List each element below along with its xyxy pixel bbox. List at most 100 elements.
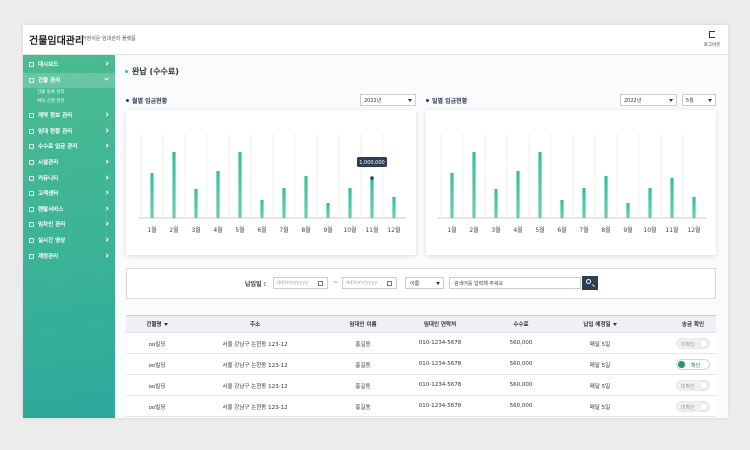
menu-item[interactable]: 커뮤니티 — [23, 171, 115, 186]
bar — [516, 171, 520, 218]
menu-chevron — [104, 143, 109, 149]
bar — [260, 200, 264, 218]
logout-button[interactable]: 로그아웃 — [700, 29, 724, 51]
menu-item[interactable]: 건물 관리 — [23, 72, 115, 88]
chart-dot — [426, 99, 429, 102]
table-row — [126, 375, 716, 396]
select[interactable]: 2022년 — [360, 94, 416, 106]
toggle-knob — [678, 361, 685, 368]
column-header: 임대인 이름 — [323, 320, 403, 328]
toggle-knob — [700, 340, 707, 347]
search-panel: 납입일 : dd/mm/yyyy ~ dd/mm/yyyy 이름 검색어를 입력해 주세요 — [126, 268, 716, 299]
select-label: 2022년 — [364, 98, 382, 104]
submenu-item[interactable]: 위탁 신청 관리 — [37, 99, 65, 105]
x-tick-label: 8월 — [301, 226, 310, 234]
menu-label: 임대 현황 관리 — [38, 128, 73, 135]
x-tick-label: 5월 — [535, 226, 544, 234]
bar — [150, 173, 154, 218]
menu-chevron — [104, 159, 109, 164]
menu-label: 렌탈서비스 — [38, 206, 64, 213]
select[interactable]: 5월 — [682, 94, 716, 106]
search-button[interactable] — [582, 276, 598, 290]
confirm-toggle[interactable]: 미확인 — [676, 401, 710, 412]
menu-label: 수수료 입금 관리 — [38, 144, 78, 151]
table-cell: oo빌딩 — [148, 342, 166, 348]
x-tick-label: 7월 — [279, 226, 288, 234]
menu-item[interactable]: 렌탈서비스 — [23, 202, 115, 217]
bar — [648, 188, 652, 218]
table-header — [126, 315, 716, 333]
toggle-label: 미확인 — [681, 341, 695, 348]
menu-item[interactable]: 임차인 관리 — [23, 217, 115, 232]
menu-icon — [29, 62, 34, 67]
x-tick-label: 2월 — [169, 226, 178, 234]
menu-item[interactable]: 임대 현황 관리 — [23, 124, 115, 139]
select-label: 5월 — [686, 98, 694, 104]
menu-label: 임차인 관리 — [38, 222, 66, 229]
search-label: 납입일 : — [245, 281, 267, 288]
date-input[interactable]: dd/mm/yyyy — [273, 277, 328, 289]
menu-item[interactable]: 수수료 입금 관리 — [23, 139, 115, 154]
x-tick-label: 12월 — [387, 226, 400, 234]
menu-item[interactable]: 고객센터 — [23, 186, 115, 201]
confirm-toggle[interactable]: 확인 — [676, 359, 710, 370]
column-header[interactable]: 납입 예정일 — [560, 320, 640, 328]
page-title: 완납 (수수료) — [132, 67, 179, 76]
menu-item[interactable]: 계정관리 — [23, 249, 115, 264]
x-tick-label: 10월 — [643, 226, 656, 234]
menu-chevron — [104, 61, 109, 66]
table-cell: 560,000 — [509, 361, 533, 367]
menu-icon — [29, 160, 34, 165]
table-cell: 560,000 — [509, 403, 533, 409]
search-input[interactable]: 검색어를 입력해 주세요 — [449, 277, 581, 289]
field-select[interactable]: 이름 — [405, 277, 444, 289]
select[interactable]: 2022년 — [620, 94, 677, 106]
date-placeholder: dd/mm/yyyy — [277, 280, 309, 286]
column-label: 임대인 이름 — [349, 322, 377, 328]
bar — [238, 152, 242, 218]
chart-panel: 1월 2월 3월 4월 5월 6월 7월 8월 9월 10월 11월 12월 — [426, 110, 716, 255]
header-border — [23, 54, 728, 55]
table-cell: 매달 5일 — [589, 363, 611, 369]
x-tick-label: 9월 — [623, 226, 632, 234]
select-caret — [708, 99, 712, 102]
chart-dot — [126, 99, 129, 102]
table-cell: 560,000 — [509, 340, 533, 346]
menu-label: 시설관리 — [38, 160, 59, 166]
x-tick-label: 3월 — [491, 226, 500, 234]
menu-item[interactable]: 계약 정보 관리 — [23, 108, 115, 123]
menu-item[interactable]: 시설관리 — [23, 155, 115, 170]
table-cell: 홍길동 — [355, 363, 371, 369]
table-row — [126, 333, 716, 354]
column-label: 건물명 — [146, 322, 162, 328]
x-tick-label: 4월 — [513, 226, 522, 234]
menu-item[interactable]: 대시보드 — [23, 57, 115, 72]
logout-icon — [709, 31, 715, 38]
x-tick-label: 1월 — [147, 226, 156, 234]
toggle-label: 미확인 — [681, 404, 695, 411]
table-cell: 매달 5일 — [589, 405, 611, 411]
bar — [670, 178, 674, 218]
x-tick-label: 8월 — [601, 226, 610, 234]
column-header[interactable]: 건물명 — [117, 320, 197, 328]
table-cell: 서울 강남구 논현동 123-12 — [222, 363, 288, 369]
table-cell: 서울 강남구 논현동 123-12 — [222, 405, 288, 411]
menu-item[interactable]: 실시간 영상 — [23, 233, 115, 248]
chart: 1월 2월 3월 4월 5월 6월 7월 8월 9월 10월 11월 12월 — [438, 133, 706, 234]
menu-icon — [29, 253, 34, 259]
column-header: 수수료 — [481, 320, 561, 328]
sidebar — [23, 55, 115, 418]
confirm-toggle[interactable]: 미확인 — [676, 380, 710, 391]
menu-icon — [29, 175, 34, 181]
bar — [472, 152, 476, 218]
search-icon — [586, 279, 591, 284]
bar — [626, 203, 630, 218]
confirm-toggle[interactable]: 미확인 — [676, 338, 710, 349]
date-input[interactable]: dd/mm/yyyy — [342, 277, 397, 289]
menu-icon — [29, 77, 34, 83]
submenu-item[interactable]: 건물 등록 관리 — [37, 90, 65, 96]
menu-label: 대시보드 — [38, 62, 59, 68]
x-tick-label: 5월 — [235, 226, 244, 234]
x-tick-label: 6월 — [257, 226, 266, 234]
